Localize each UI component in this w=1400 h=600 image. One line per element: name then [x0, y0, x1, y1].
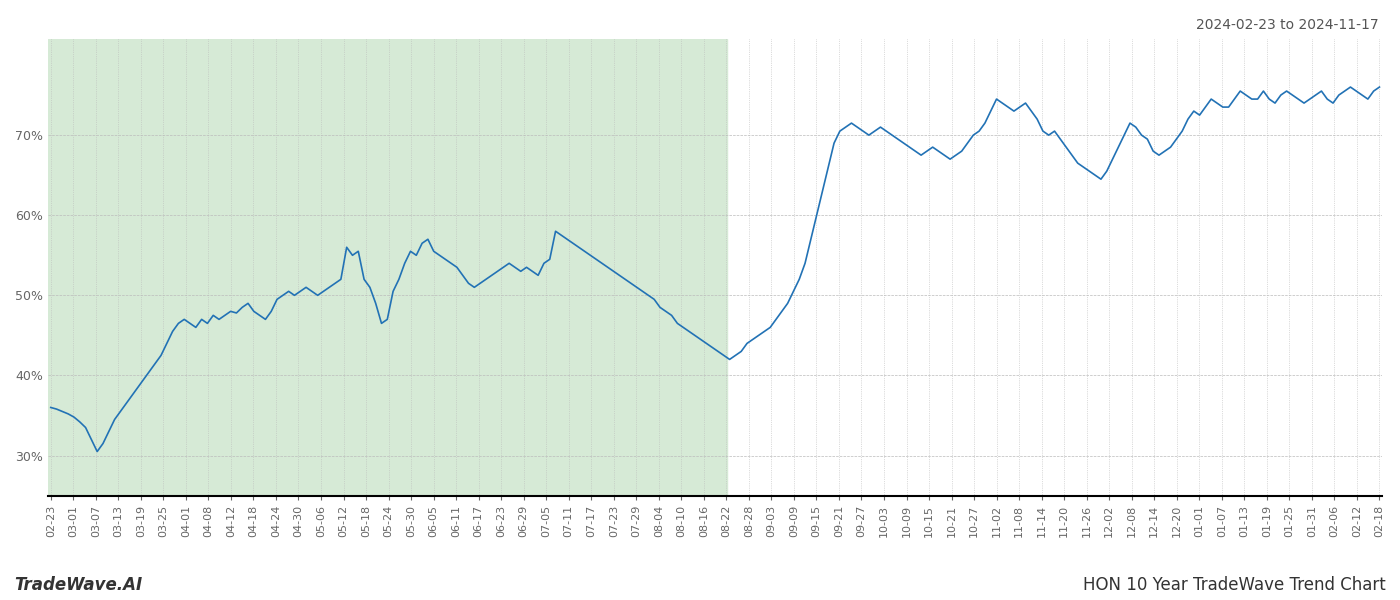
Bar — [48, 39, 727, 496]
Text: 2024-02-23 to 2024-11-17: 2024-02-23 to 2024-11-17 — [1197, 18, 1379, 32]
Text: HON 10 Year TradeWave Trend Chart: HON 10 Year TradeWave Trend Chart — [1084, 576, 1386, 594]
Text: TradeWave.AI: TradeWave.AI — [14, 576, 143, 594]
